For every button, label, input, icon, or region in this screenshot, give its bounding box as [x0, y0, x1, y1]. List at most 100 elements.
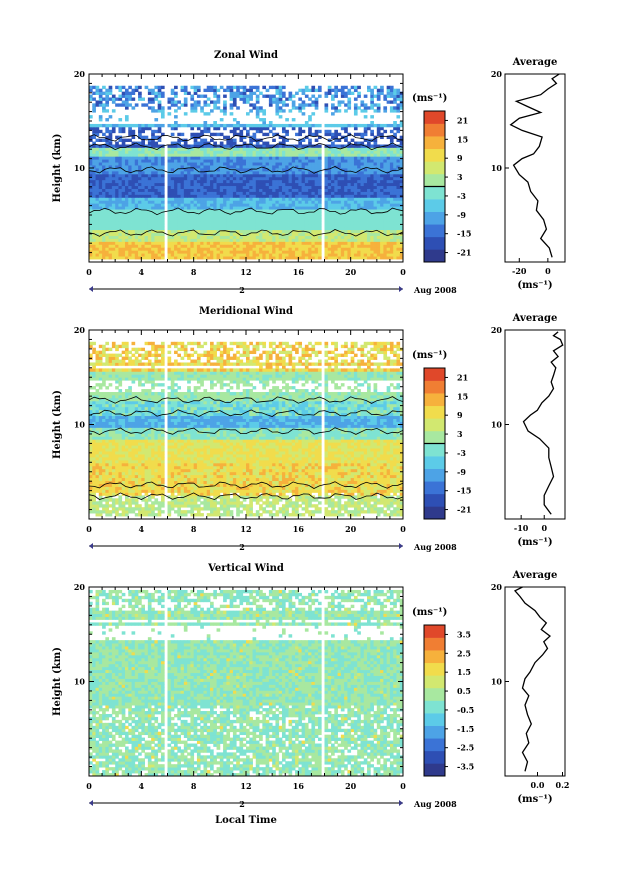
- heatmap-cell: [196, 191, 201, 195]
- heatmap-cell: [380, 215, 384, 219]
- heatmap-cell: [380, 126, 384, 131]
- heatmap-cell: [344, 91, 348, 95]
- heatmap-cell: [268, 250, 273, 254]
- heatmap-cell: [131, 176, 136, 181]
- heatmap-cell: [360, 250, 365, 254]
- heatmap-cell: [340, 197, 345, 201]
- heatmap-cell: [317, 185, 322, 189]
- heatmap-cell: [128, 94, 132, 98]
- heatmap-cell: [389, 200, 394, 204]
- heatmap-cell: [317, 217, 322, 222]
- heatmap-cell: [95, 100, 100, 104]
- heatmap-cell: [239, 238, 244, 242]
- heatmap-cell: [118, 162, 123, 166]
- heatmap-cell: [301, 170, 306, 175]
- heatmap-cell: [174, 250, 178, 254]
- heatmap-cell: [98, 209, 103, 213]
- heatmap-cell: [160, 132, 165, 137]
- heatmap-cell: [193, 223, 198, 228]
- heatmap-cell: [281, 235, 286, 239]
- heatmap-cell: [389, 220, 394, 225]
- heatmap-cell: [311, 168, 316, 172]
- heatmap-cell: [353, 85, 358, 90]
- heatmap-cell: [174, 247, 178, 251]
- heatmap-cell: [347, 103, 352, 107]
- heatmap-cell: [229, 203, 234, 207]
- heatmap-cell: [317, 194, 322, 198]
- heatmap-cell: [373, 215, 378, 219]
- average-title: Average: [512, 57, 558, 68]
- heatmap-cell: [331, 244, 335, 248]
- heatmap-cell: [141, 250, 145, 254]
- heatmap-cell: [347, 510, 352, 514]
- heatmap-cell: [219, 194, 224, 198]
- heatmap-cell: [183, 141, 188, 145]
- heatmap-cell: [298, 109, 302, 113]
- heatmap-cell: [360, 153, 365, 157]
- heatmap-cell: [196, 253, 201, 257]
- heatmap-cell: [242, 244, 247, 248]
- heatmap-cell: [331, 179, 335, 184]
- heatmap-cell: [252, 191, 257, 195]
- heatmap-cell: [344, 173, 348, 178]
- heatmap-cell: [89, 182, 93, 187]
- heatmap-cell: [367, 206, 371, 210]
- heatmap-cell: [121, 241, 126, 245]
- heatmap-cell: [167, 513, 172, 517]
- heatmap-cell: [183, 165, 188, 169]
- heatmap-cell: [272, 147, 276, 151]
- heatmap-cell: [265, 197, 270, 201]
- heatmap-cell: [259, 156, 263, 160]
- heatmap-cell: [344, 170, 348, 175]
- heatmap-cell: [223, 217, 227, 222]
- heatmap-cell: [236, 168, 240, 172]
- heatmap-cell: [183, 220, 188, 225]
- heatmap-cell: [124, 185, 129, 189]
- heatmap-cell: [200, 501, 204, 505]
- heatmap-cell: [144, 147, 149, 151]
- heatmap-cell: [393, 188, 397, 192]
- heatmap-cell: [272, 173, 276, 178]
- heatmap-cell: [95, 217, 100, 222]
- heatmap-cell: [229, 197, 234, 201]
- heatmap-cell: [219, 212, 224, 216]
- heatmap-cell: [180, 191, 185, 195]
- heatmap-cell: [196, 153, 201, 157]
- heatmap-cell: [236, 226, 240, 231]
- heatmap-cell: [89, 197, 93, 201]
- heatmap-cell: [281, 241, 286, 245]
- heatmap-cell: [219, 235, 224, 239]
- heatmap-cell: [285, 238, 289, 242]
- heatmap-cell: [262, 173, 267, 178]
- heatmap-cell: [229, 244, 234, 248]
- heatmap-cell: [340, 150, 345, 154]
- heatmap-cell: [92, 226, 96, 231]
- heatmap-cell: [193, 150, 198, 154]
- heatmap-cell: [380, 123, 384, 128]
- heatmap-cell: [353, 182, 358, 187]
- heatmap-cell: [121, 138, 126, 142]
- heatmap-cell: [281, 85, 286, 90]
- heatmap-cell: [370, 256, 374, 260]
- heatmap-cell: [353, 212, 358, 216]
- heatmap-cell: [174, 179, 178, 184]
- heatmap-cell: [92, 91, 96, 95]
- heatmap-cell: [314, 147, 319, 151]
- heatmap-cell: [232, 194, 237, 198]
- heatmap-cell: [259, 206, 263, 210]
- heatmap-cell: [396, 168, 401, 172]
- heatmap-cell: [111, 94, 116, 98]
- heatmap-cell: [275, 206, 280, 210]
- heatmap-cell: [376, 88, 381, 93]
- heatmap-cell: [151, 223, 155, 228]
- heatmap-cell: [147, 138, 152, 142]
- heatmap-cell: [370, 203, 374, 207]
- heatmap-cell: [160, 510, 165, 514]
- heatmap-cell: [389, 244, 394, 248]
- heatmap-cell: [105, 229, 110, 234]
- heatmap-cell: [314, 253, 319, 257]
- heatmap-cell: [337, 244, 342, 248]
- heatmap-cell: [239, 85, 244, 90]
- heatmap-cell: [295, 200, 299, 204]
- heatmap-cell: [367, 141, 371, 145]
